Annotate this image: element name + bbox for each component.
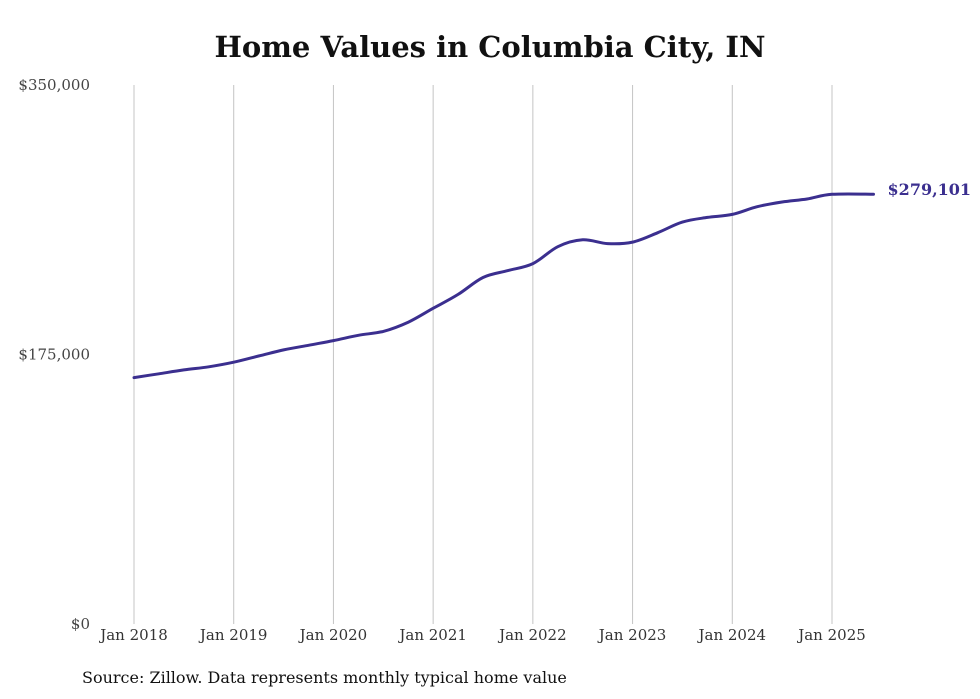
x-tick-label: Jan 2023 <box>597 626 667 644</box>
chart-title: Home Values in Columbia City, IN <box>214 30 766 64</box>
y-axis-tick-labels: $0 $175,000 $350,000 <box>18 76 90 633</box>
x-tick-label: Jan 2024 <box>697 626 767 644</box>
x-tick-label: Jan 2018 <box>98 626 168 644</box>
x-tick-label: Jan 2021 <box>397 626 467 644</box>
x-axis-tick-labels: Jan 2018 Jan 2019 Jan 2020 Jan 2021 Jan 2022… <box>98 626 866 644</box>
y-tick-label: $0 <box>71 615 90 633</box>
end-value-label: $279,101 <box>888 180 972 199</box>
gridlines <box>133 85 833 624</box>
y-tick-label: $350,000 <box>18 76 90 94</box>
end-labels: $279,101 <box>888 180 972 199</box>
x-tick-label: Jan 2022 <box>497 626 567 644</box>
home-value-line <box>132 192 875 380</box>
y-tick-label: $175,000 <box>18 346 90 364</box>
series-lines <box>132 192 875 380</box>
x-tick-label: Jan 2019 <box>198 626 268 644</box>
x-tick-label: Jan 2025 <box>796 626 866 644</box>
x-tick-label: Jan 2020 <box>298 626 368 644</box>
source-note: Source: Zillow. Data represents monthly … <box>82 668 567 687</box>
